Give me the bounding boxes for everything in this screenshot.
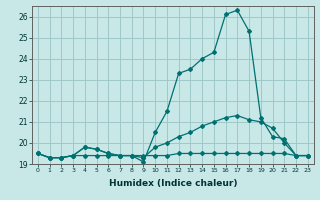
X-axis label: Humidex (Indice chaleur): Humidex (Indice chaleur) (108, 179, 237, 188)
